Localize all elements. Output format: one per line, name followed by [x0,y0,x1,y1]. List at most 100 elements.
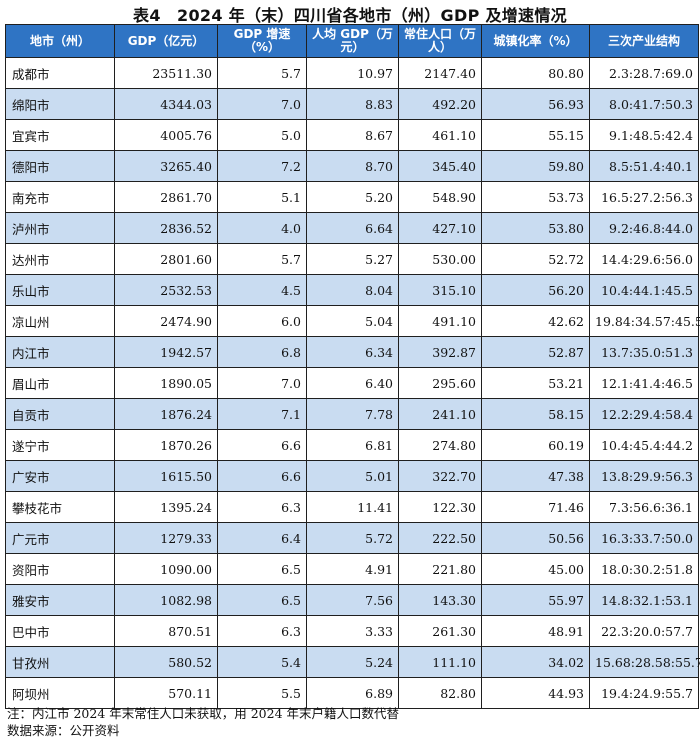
cell-region: 绵阳市 [5,88,115,120]
cell-gdp: 1395.24 [114,491,218,523]
cell-gdp-growth: 5.7 [217,57,307,89]
cell-population: 82.80 [398,677,482,709]
cell-industry-structure: 9.2:46.8:44.0 [589,212,699,244]
cell-industry-structure: 9.1:48.5:42.4 [589,119,699,151]
cell-industry-structure: 10.4:44.1:45.5 [589,274,699,306]
cell-gdp-growth: 6.3 [217,491,307,523]
table-row: 遂宁市 1870.26 6.6 6.81 274.80 60.19 10.4:45.4:44… [5,429,699,461]
cell-gdp-per-capita: 8.67 [306,119,399,151]
cell-urbanization: 53.80 [481,212,590,244]
table-row: 阿坝州 570.11 5.5 6.89 82.80 44.93 19.4:24.9:55.7 [5,677,699,709]
cell-urbanization: 52.72 [481,243,590,275]
cell-gdp: 4005.76 [114,119,218,151]
cell-population: 122.30 [398,491,482,523]
cell-region: 广元市 [5,522,115,554]
cell-population: 274.80 [398,429,482,461]
cell-gdp-growth: 7.0 [217,367,307,399]
cell-gdp-per-capita: 7.78 [306,398,399,430]
cell-gdp-growth: 5.4 [217,646,307,678]
cell-population: 221.80 [398,553,482,585]
cell-urbanization: 53.21 [481,367,590,399]
table-row: 乐山市 2532.53 4.5 8.04 315.10 56.20 10.4:44.1:45… [5,274,699,306]
cell-industry-structure: 7.3:56.6:36.1 [589,491,699,523]
data-source: 数据来源：公开资料 [7,723,120,738]
cell-industry-structure: 8.5:51.4:40.1 [589,150,699,182]
table-row: 德阳市 3265.40 7.2 8.70 345.40 59.80 8.5:51.4:40.… [5,150,699,182]
cell-gdp-growth: 6.5 [217,553,307,585]
cell-population: 345.40 [398,150,482,182]
cell-gdp-growth: 6.0 [217,305,307,337]
cell-population: 295.60 [398,367,482,399]
header-row: 地市（州） GDP（亿元） GDP 增速（%） 人均 GDP（万元） 常住人口（… [5,24,699,58]
cell-region: 资阳市 [5,553,115,585]
cell-region: 宜宾市 [5,119,115,151]
cell-population: 392.87 [398,336,482,368]
cell-gdp: 1279.33 [114,522,218,554]
table-row: 绵阳市 4344.03 7.0 8.83 492.20 56.93 8.0:41.7:50.… [5,88,699,120]
table-row: 眉山市 1890.05 7.0 6.40 295.60 53.21 12.1:41.4:46… [5,367,699,399]
cell-region: 甘孜州 [5,646,115,678]
cell-region: 自贡市 [5,398,115,430]
cell-gdp: 4344.03 [114,88,218,120]
cell-population: 222.50 [398,522,482,554]
cell-population: 241.10 [398,398,482,430]
cell-gdp-per-capita: 8.83 [306,88,399,120]
cell-gdp-per-capita: 5.24 [306,646,399,678]
header-gdp-per-capita: 人均 GDP（万元） [306,24,399,58]
cell-region: 广安市 [5,460,115,492]
cell-gdp-per-capita: 6.64 [306,212,399,244]
cell-gdp-per-capita: 5.27 [306,243,399,275]
cell-gdp-per-capita: 4.91 [306,553,399,585]
cell-gdp-growth: 6.8 [217,336,307,368]
cell-urbanization: 47.38 [481,460,590,492]
cell-gdp: 1082.98 [114,584,218,616]
header-urbanization: 城镇化率（%） [481,24,590,58]
cell-urbanization: 59.80 [481,150,590,182]
header-region: 地市（州） [5,24,115,58]
cell-gdp-growth: 4.0 [217,212,307,244]
cell-industry-structure: 10.4:45.4:44.2 [589,429,699,461]
cell-region: 雅安市 [5,584,115,616]
cell-industry-structure: 14.8:32.1:53.1 [589,584,699,616]
cell-urbanization: 55.15 [481,119,590,151]
cell-gdp-per-capita: 8.70 [306,150,399,182]
cell-population: 461.10 [398,119,482,151]
cell-gdp-per-capita: 11.41 [306,491,399,523]
table-row: 泸州市 2836.52 4.0 6.64 427.10 53.80 9.2:46.8:44.… [5,212,699,244]
cell-region: 德阳市 [5,150,115,182]
cell-population: 427.10 [398,212,482,244]
cell-gdp: 2532.53 [114,274,218,306]
table-row: 攀枝花市 1395.24 6.3 11.41 122.30 71.46 7.3:56.6:3… [5,491,699,523]
cell-gdp-per-capita: 5.04 [306,305,399,337]
table-row: 雅安市 1082.98 6.5 7.56 143.30 55.97 14.8:32.1:53… [5,584,699,616]
cell-gdp-growth: 5.5 [217,677,307,709]
table-row: 宜宾市 4005.76 5.0 8.67 461.10 55.15 9.1:48.5:42.… [5,119,699,151]
cell-gdp-per-capita: 3.33 [306,615,399,647]
cell-urbanization: 56.93 [481,88,590,120]
cell-population: 548.90 [398,181,482,213]
cell-region: 遂宁市 [5,429,115,461]
cell-industry-structure: 12.2:29.4:58.4 [589,398,699,430]
table-row: 自贡市 1876.24 7.1 7.78 241.10 58.15 12.2:29.4:58… [5,398,699,430]
cell-urbanization: 52.87 [481,336,590,368]
cell-region: 泸州市 [5,212,115,244]
cell-gdp: 1890.05 [114,367,218,399]
cell-gdp: 1876.24 [114,398,218,430]
cell-gdp: 1942.57 [114,336,218,368]
cell-urbanization: 60.19 [481,429,590,461]
cell-urbanization: 80.80 [481,57,590,89]
cell-gdp: 1870.26 [114,429,218,461]
header-gdp-growth: GDP 增速（%） [217,24,307,58]
cell-gdp: 1090.00 [114,553,218,585]
cell-region: 内江市 [5,336,115,368]
cell-population: 2147.40 [398,57,482,89]
table-row: 南充市 2861.70 5.1 5.20 548.90 53.73 16.5:27.2:56… [5,181,699,213]
cell-gdp-growth: 6.3 [217,615,307,647]
cell-population: 143.30 [398,584,482,616]
cell-gdp: 2861.70 [114,181,218,213]
gdp-table: 地市（州） GDP（亿元） GDP 增速（%） 人均 GDP（万元） 常住人口（… [5,24,700,709]
cell-gdp: 870.51 [114,615,218,647]
cell-population: 492.20 [398,88,482,120]
cell-population: 315.10 [398,274,482,306]
cell-urbanization: 42.62 [481,305,590,337]
